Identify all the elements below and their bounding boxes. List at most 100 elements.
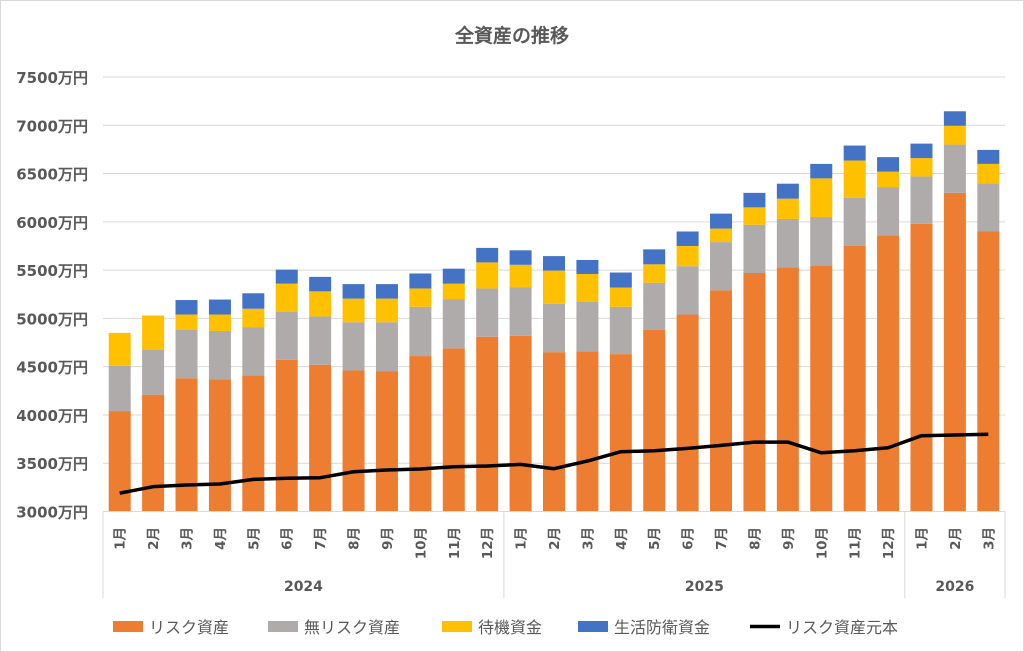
bars [108,111,1000,512]
bar-segment [509,250,532,265]
x-tick-label: 8月 [747,527,763,550]
line-risk-principal [119,432,989,495]
bar-segment [509,287,532,336]
year-label: 2026 [935,579,974,595]
y-tick-label: 4500万円 [16,359,88,377]
bar-segment [609,354,632,512]
bar-segment [375,371,398,512]
bar-segment [877,171,900,188]
bar-segment [943,192,966,512]
bar-segment [710,242,733,291]
bar-segment [743,207,766,225]
y-tick-label: 5500万円 [16,262,88,280]
bar-segment [810,178,833,218]
y-tick-label: 7500万円 [16,69,88,87]
x-tick-label: 1月 [514,527,530,550]
x-tick-label: 8月 [347,527,363,550]
bar-segment [142,315,165,350]
bar-segment [843,245,866,512]
bar-segment [375,322,398,372]
chart-title: 全資産の推移 [454,24,569,47]
x-axis: 1月 2月 3月 4月 5月 6月 7月 8月 9月 10月 11月 12月 1月 2月 3月 4月 5月 6月 7… [102,511,1006,598]
bar-segment [242,375,265,512]
x-tick-label: 7月 [313,527,329,550]
bar-segment [275,359,298,512]
bar-segment [643,264,666,283]
bar-segment [442,283,465,300]
bar-segment [877,187,900,236]
bar-segment [743,192,766,208]
bar-segment [676,314,699,512]
bar-segment [409,306,432,357]
bar-segment [743,273,766,512]
bar-segment [810,265,833,512]
bar-segment [877,157,900,172]
year-label: 2025 [685,579,724,595]
bar-segment [676,231,699,246]
x-tick-label: 5月 [246,527,262,550]
bar-segment [476,336,499,512]
bar-segment [208,330,231,380]
bar-segment [977,231,1000,512]
bar-segment [910,176,933,224]
bar-segment [643,249,666,265]
bar-segment [175,314,198,330]
bar-segment [776,198,799,219]
bar-segment [509,264,532,288]
legend-swatch [578,621,608,632]
bar-segment [977,183,1000,232]
bar-segment [142,349,165,395]
bar-segment [810,163,833,179]
bar-segment [710,290,733,512]
bar-segment [576,351,599,512]
bar-segment [843,160,866,198]
x-tick-label: 1月 [914,527,930,550]
x-tick-label: 12月 [881,527,897,559]
bar-segment [275,283,298,312]
x-tick-label: 4月 [614,527,630,550]
year-label: 2024 [284,579,323,595]
bar-segment [609,306,632,355]
bar-segment [743,224,766,274]
bar-segment [776,218,799,268]
bar-segment [409,288,432,307]
bar-segment [943,144,966,193]
legend-label: 無リスク資産 [304,618,400,637]
bar-segment [175,329,198,379]
bar-segment [576,273,599,302]
bar-segment [910,143,933,159]
x-tick-label: 3月 [180,527,196,550]
bar-segment [843,145,866,161]
bar-segment [208,314,231,331]
x-tick-label: 11月 [447,527,463,559]
bar-segment [442,348,465,512]
x-tick-label: 7月 [714,527,730,550]
bar-segment [275,269,298,284]
bar-segment [108,365,131,412]
bar-segment [710,228,733,243]
bar-segment [476,247,499,263]
bar-segment [375,284,398,299]
bar-segment [676,266,699,315]
bar-segment [442,299,465,349]
bar-segment [776,183,799,199]
y-tick-label: 3000万円 [16,504,88,522]
bar-segment [543,303,565,353]
bar-segment [576,301,599,352]
bar-segment [342,370,365,512]
bar-segment [309,316,332,365]
legend-swatch [113,621,143,632]
legend-label: リスク資産 [149,618,229,637]
x-tick-label: 3月 [580,527,596,550]
x-tick-label: 11月 [848,527,864,559]
bar-segment [409,356,432,512]
bar-segment [208,299,231,315]
bar-segment [910,223,933,512]
legend-label: 生活防衛資金 [614,618,710,637]
bar-segment [576,259,599,274]
x-tick-label: 12月 [480,527,496,559]
bar-segment [108,332,131,366]
x-tick-label: 10月 [413,527,429,559]
bar-segment [943,111,966,126]
